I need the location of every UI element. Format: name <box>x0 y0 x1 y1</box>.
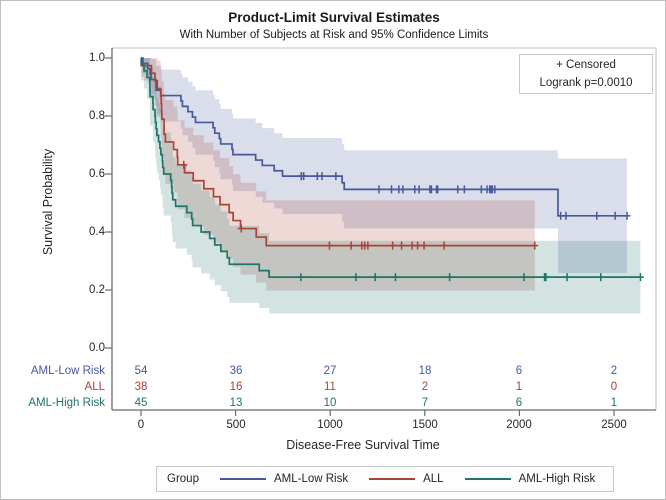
at-risk-value: 1 <box>610 397 618 409</box>
x-tick-label: 2500 <box>601 419 627 431</box>
plot-subtitle: With Number of Subjects at Risk and 95% … <box>179 29 489 41</box>
censored-label: + Censored <box>556 59 616 71</box>
y-tick-label: 0.8 <box>89 110 105 122</box>
at-risk-value: 16 <box>229 381 243 393</box>
page-title: Product-Limit Survival Estimates <box>228 10 440 25</box>
aml-high-risk-curve <box>140 57 641 278</box>
at-risk-value: 45 <box>134 397 148 409</box>
group-legend: Group AML-Low Risk ALL AML-High Risk <box>156 466 614 492</box>
all-censor-marks <box>180 160 539 250</box>
at-risk-value: 54 <box>134 365 148 377</box>
at-risk-value: 2 <box>421 381 429 393</box>
legend-line-aml-high-risk <box>464 478 511 480</box>
at-risk-value: 18 <box>418 365 432 377</box>
at-risk-value: 7 <box>421 397 429 409</box>
censored-logrank-legend: + Censored Logrank p=0.0010 <box>519 54 653 94</box>
aml-low-risk-censor-marks <box>297 172 631 220</box>
x-tick-label: 2000 <box>506 419 532 431</box>
x-axis-title: Disease-Free Survival Time <box>286 438 440 452</box>
all-ci-band <box>141 58 535 291</box>
at-risk-value: 38 <box>134 381 148 393</box>
at-risk-value: 6 <box>515 397 523 409</box>
legend-line-all <box>369 478 416 480</box>
logrank-pvalue: Logrank p=0.0010 <box>539 77 633 89</box>
at-risk-value: 36 <box>229 365 243 377</box>
x-tick-label: 0 <box>137 419 145 431</box>
y-tick-label: 0.2 <box>89 284 105 296</box>
at-risk-value: 10 <box>323 397 337 409</box>
y-tick-label: 1.0 <box>89 52 105 64</box>
at-risk-row-label: AML-High Risk <box>28 397 105 409</box>
at-risk-value: 13 <box>229 397 243 409</box>
at-risk-row-label: ALL <box>84 381 105 393</box>
at-risk-value: 27 <box>323 365 337 377</box>
at-risk-value: 6 <box>515 365 523 377</box>
y-tick-label: 0.0 <box>89 342 105 354</box>
x-tick-label: 1000 <box>317 419 343 431</box>
y-tick-label: 0.4 <box>89 226 105 238</box>
y-tick-label: 0.6 <box>89 168 105 180</box>
x-tick-label: 500 <box>226 419 246 431</box>
at-risk-value: 0 <box>610 381 618 393</box>
aml-high-risk-censor-marks <box>297 273 644 282</box>
aml-low-risk-curve <box>141 57 628 217</box>
at-risk-row-label: AML-Low Risk <box>30 365 105 377</box>
legend-line-aml-low-risk <box>219 478 266 480</box>
group-legend-title: Group <box>167 473 199 485</box>
aml-high-risk-ci-band <box>141 58 641 314</box>
at-risk-value: 2 <box>610 365 618 377</box>
x-tick-label: 1500 <box>412 419 438 431</box>
aml-low-risk-ci-band <box>141 58 628 274</box>
legend-label-aml-low-risk: AML-Low Risk <box>273 473 349 485</box>
legend-label-all: ALL <box>423 473 444 485</box>
all-curve <box>140 57 535 247</box>
at-risk-value: 1 <box>515 381 523 393</box>
legend-label-aml-high-risk: AML-High Risk <box>518 473 596 485</box>
at-risk-value: 11 <box>324 381 336 393</box>
